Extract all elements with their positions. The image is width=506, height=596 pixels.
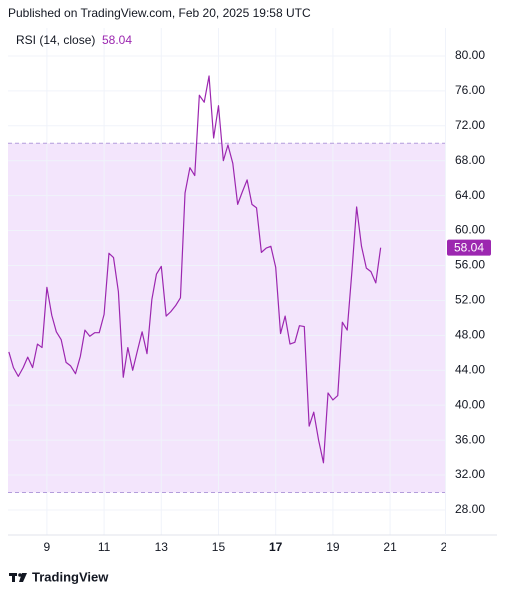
y-tick-label: 44.00 <box>455 362 485 376</box>
logo <box>9 573 27 582</box>
legend-value: 58.04 <box>102 33 132 47</box>
y-tick-label: 56.00 <box>455 258 485 272</box>
footer: TradingView <box>32 569 109 584</box>
x-tick-label: 19 <box>326 540 340 554</box>
legend-name: RSI (14, close) <box>16 33 95 47</box>
band-fill <box>8 143 445 493</box>
y-tick-label: 36.00 <box>455 432 485 446</box>
y-tick-label: 32.00 <box>455 467 485 481</box>
x-tick-label: 23 <box>441 540 455 554</box>
grid <box>8 28 445 535</box>
y-tick-label: 48.00 <box>455 327 485 341</box>
y-tick-label: 64.00 <box>455 188 485 202</box>
axes: 28.00 32.00 36.00 40.00 44.00 48.00 52.00 56.00… <box>8 28 497 536</box>
header: Published on TradingView.com, Feb 20, 20… <box>8 6 311 20</box>
x-tick-label: 11 <box>98 540 111 554</box>
y-tick-label: 40.00 <box>455 397 485 411</box>
logo-part <box>18 573 22 577</box>
x-axis-labels: 9 11 13 15 17 19 21 23 <box>44 540 455 554</box>
logo-part <box>19 573 27 582</box>
marks <box>8 75 382 464</box>
y-tick-label: 60.00 <box>455 223 485 237</box>
y-tick-label: 28.00 <box>455 502 485 516</box>
x-tick-label: 15 <box>212 540 226 554</box>
y-tick-label: 72.00 <box>455 118 485 132</box>
logo-part <box>12 573 15 582</box>
y-tick-label: 76.00 <box>455 83 485 97</box>
rsi-line <box>8 75 382 464</box>
x-tick-label: 9 <box>44 540 51 554</box>
y-tick-label: 68.00 <box>455 153 485 167</box>
y-tick-label: 80.00 <box>455 48 485 62</box>
x-tick-label: 17 <box>269 540 283 554</box>
x-tick-label: 13 <box>155 540 169 554</box>
y-tick-label: 52.00 <box>455 293 485 307</box>
last-value-badge <box>447 239 491 256</box>
x-tick-label: 21 <box>383 540 397 554</box>
last-value-label: 58.04 <box>454 240 484 254</box>
